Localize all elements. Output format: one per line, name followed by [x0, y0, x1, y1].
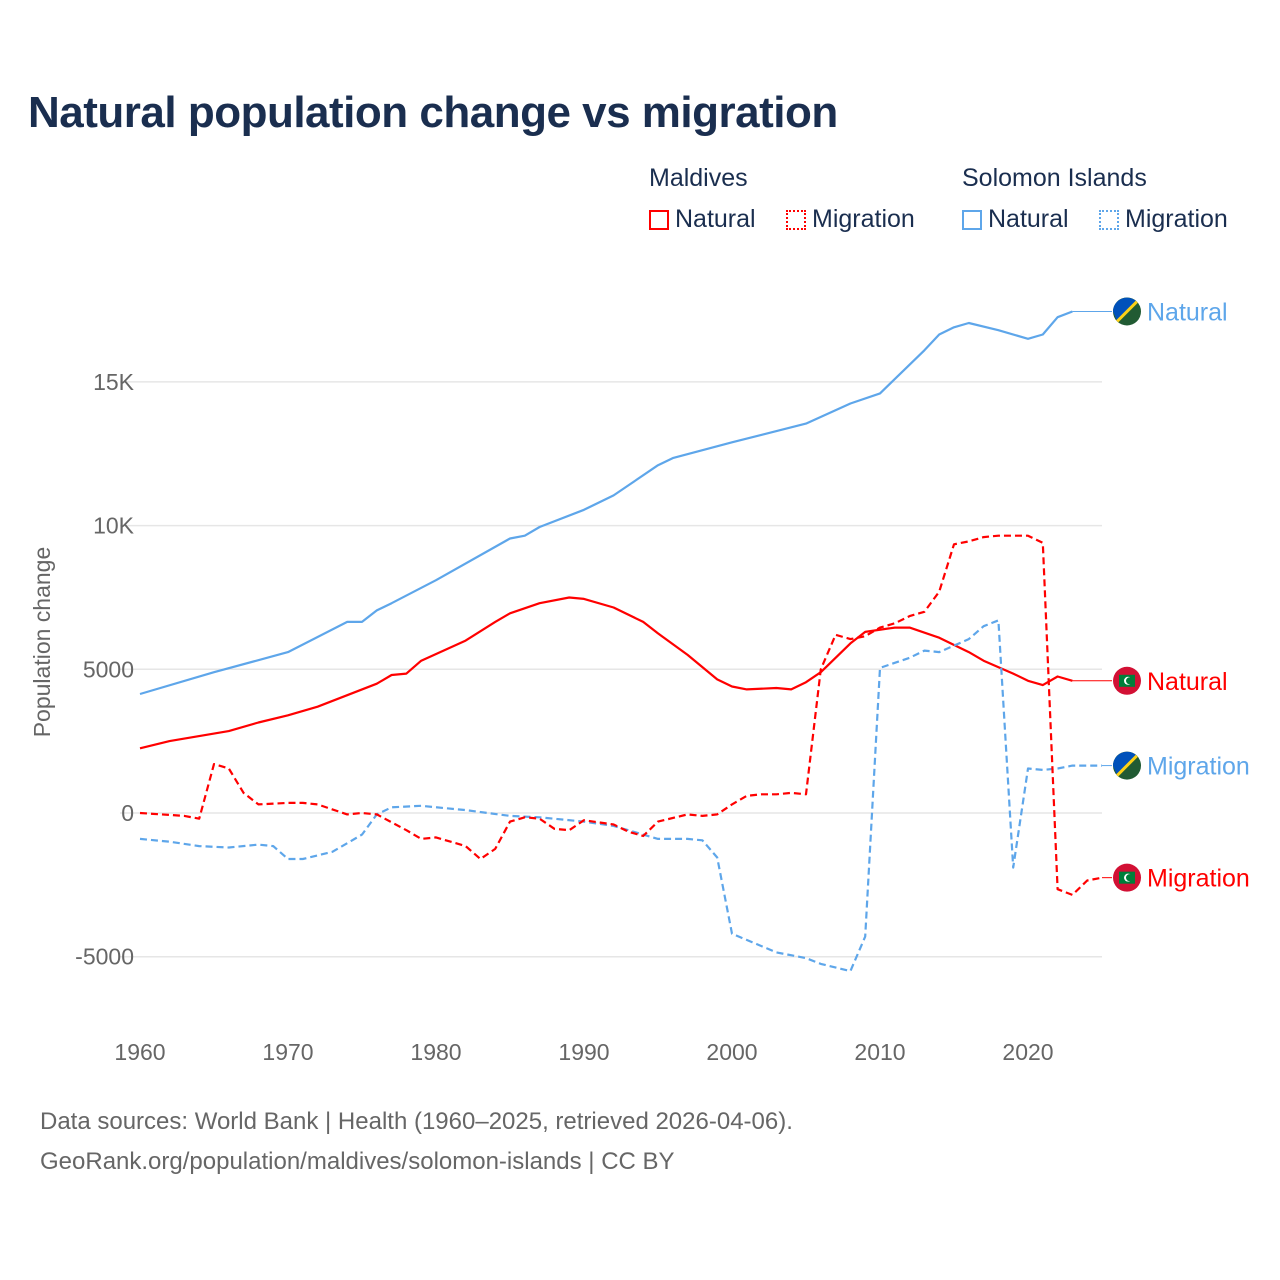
- footer-link[interactable]: GeoRank.org/population/maldives/solomon-…: [40, 1148, 675, 1175]
- series-line-maldives-natural: [139, 596, 1073, 750]
- end-label: Migration: [1147, 865, 1250, 893]
- legend-maldives-migration[interactable]: Migration: [786, 205, 915, 234]
- legend-label: Natural: [675, 205, 756, 233]
- legend-label: Migration: [1125, 205, 1228, 233]
- legend-solomon-natural[interactable]: Natural: [962, 205, 1069, 234]
- end-label: Natural: [1147, 668, 1228, 696]
- solomon-flag-icon: [1113, 297, 1137, 322]
- legend-maldives-natural[interactable]: Natural: [649, 205, 756, 234]
- x-tick-label: 2000: [706, 1039, 757, 1065]
- x-tick-label: 1960: [114, 1039, 165, 1065]
- x-tick-label: 1970: [262, 1039, 313, 1065]
- dotted-swatch-icon: [1099, 209, 1119, 230]
- end-label: Natural: [1147, 298, 1228, 326]
- y-tick-label: 5000: [83, 656, 134, 682]
- x-tick-label: 1990: [558, 1039, 609, 1065]
- legend-solomon-migration[interactable]: Migration: [1099, 205, 1228, 234]
- solomon-flag-icon: [1116, 754, 1138, 777]
- solid-swatch-icon: [962, 209, 982, 230]
- dotted-swatch-icon: [786, 209, 806, 230]
- x-tick-label: 1980: [410, 1039, 461, 1065]
- series-line-solomon-islands-natural: [139, 310, 1073, 696]
- x-tick-label: 2020: [1002, 1039, 1053, 1065]
- series-line-maldives-migration: [139, 534, 1103, 896]
- y-tick-label: 10K: [93, 513, 135, 539]
- chart-title: Natural population change vs migration: [28, 88, 838, 137]
- series-line-solomon-islands-migration: [139, 619, 1102, 973]
- legend-group-solomon-islands: Solomon Islands: [962, 164, 1147, 192]
- solid-swatch-icon: [649, 209, 669, 230]
- solomon-flag-icon: [1116, 300, 1138, 323]
- legend-label: Migration: [812, 205, 915, 233]
- x-tick-label: 2010: [854, 1039, 905, 1065]
- y-tick-label: 15K: [93, 369, 135, 395]
- y-tick-label: -5000: [75, 944, 134, 970]
- maldives-flag-icon: [1126, 874, 1133, 882]
- footer-sources: Data sources: World Bank | Health (1960–…: [40, 1108, 793, 1135]
- solomon-flag-icon: [1113, 751, 1137, 776]
- y-axis-label: Population change: [29, 547, 55, 738]
- legend-group-maldives: Maldives: [649, 164, 748, 192]
- maldives-flag-icon: [1126, 677, 1133, 685]
- legend-label: Natural: [988, 205, 1069, 233]
- end-label: Migration: [1147, 753, 1250, 781]
- y-tick-label: 0: [121, 800, 134, 826]
